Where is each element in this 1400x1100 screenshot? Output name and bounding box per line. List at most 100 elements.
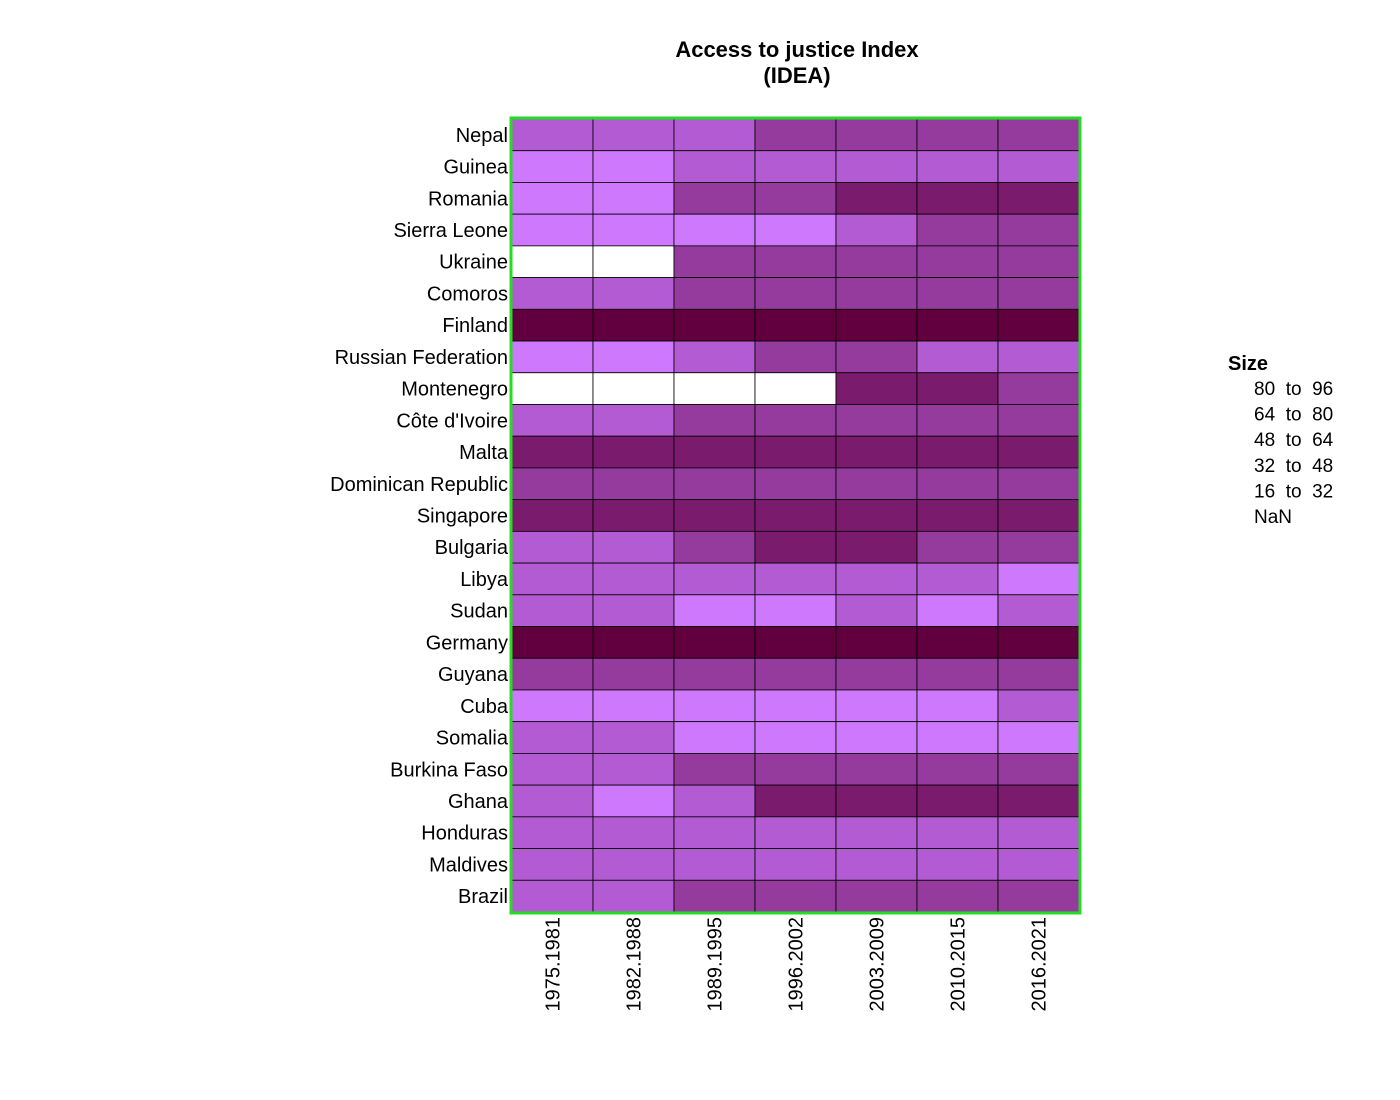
heatmap-cell-russian-federation-1975-1981 xyxy=(511,340,594,374)
heatmap-cell-bulgaria-2010-2015 xyxy=(916,530,999,564)
heatmap-cell-cuba-2016-2021 xyxy=(997,689,1080,723)
heatmap-cell-romania-1996-2002 xyxy=(754,182,837,215)
row-label-comoros: Comoros xyxy=(427,283,508,305)
row-label-libya: Libya xyxy=(460,569,509,591)
heatmap-cell-sudan-1975-1981 xyxy=(511,594,594,627)
heatmap-cell-nepal-1982-1988 xyxy=(592,118,675,152)
legend: Size 80 to 96 64 to 80 48 to 64 32 to 48 16 … xyxy=(1228,353,1334,528)
heatmap-cell-ghana-2003-2009 xyxy=(835,784,918,818)
heatmap-cell-maldives-1982-1988 xyxy=(592,848,675,881)
heatmap-cell-ghana-1975-1981 xyxy=(511,784,594,818)
heatmap-cell-honduras-1989-1995 xyxy=(673,816,756,849)
row-labels: Nepal Guinea Romania Sierra Leone Ukraine Com… xyxy=(330,125,509,908)
heatmap-cell-cote-d-ivoire-1982-1988 xyxy=(592,404,675,437)
heatmap-cell-malta-1989-1995 xyxy=(673,435,756,469)
heatmap-cell-guinea-1982-1988 xyxy=(592,150,675,183)
heatmap-cell-brazil-2003-2009 xyxy=(835,879,918,913)
heatmap-cell-nepal-2016-2021 xyxy=(997,118,1080,152)
heatmap-cell-sierra-leone-2010-2015 xyxy=(916,213,999,247)
row-label-russian-federation: Russian Federation xyxy=(335,347,508,369)
heatmap-cell-guinea-1996-2002 xyxy=(754,150,837,183)
heatmap-cell-germany-1989-1995 xyxy=(673,626,756,659)
heatmap-cell-sudan-1996-2002 xyxy=(754,594,837,627)
heatmap-cell-montenegro-1989-1995 xyxy=(673,372,756,405)
heatmap-cell-cuba-1982-1988 xyxy=(592,689,675,723)
row-label-somalia: Somalia xyxy=(436,728,509,750)
heatmap-cell-libya-1982-1988 xyxy=(592,562,675,596)
heatmap-cell-cuba-2010-2015 xyxy=(916,689,999,723)
heatmap-cell-sierra-leone-1982-1988 xyxy=(592,213,675,247)
heatmap-cell-comoros-1982-1988 xyxy=(592,277,675,310)
heatmap-cell-bulgaria-1982-1988 xyxy=(592,530,675,564)
heatmap-cell-romania-2003-2009 xyxy=(835,182,918,215)
heatmap-cell-sudan-1982-1988 xyxy=(592,594,675,627)
heatmap-cell-brazil-2010-2015 xyxy=(916,879,999,913)
legend-item-16-to-32: 16 to 32 xyxy=(1254,481,1333,502)
heatmap-cell-guinea-2016-2021 xyxy=(997,150,1080,183)
heatmap-cell-finland-1975-1981 xyxy=(511,308,594,342)
heatmap-cell-bulgaria-2016-2021 xyxy=(997,530,1080,564)
heatmap-cell-singapore-2016-2021 xyxy=(997,499,1080,532)
legend-item-64-to-80: 64 to 80 xyxy=(1254,405,1333,426)
heatmap-cell-malta-2010-2015 xyxy=(916,435,999,469)
heatmap-cell-somalia-2010-2015 xyxy=(916,721,999,754)
heatmap-cell-somalia-2016-2021 xyxy=(997,721,1080,754)
heatmap-cell-burkina-faso-2016-2021 xyxy=(997,753,1080,786)
heatmap-cell-somalia-1989-1995 xyxy=(673,721,756,754)
heatmap-cell-montenegro-2010-2015 xyxy=(916,372,999,405)
heatmap-cell-sudan-2003-2009 xyxy=(835,594,918,627)
heatmap-cell-ukraine-2003-2009 xyxy=(835,245,918,279)
heatmap-cell-cote-d-ivoire-1996-2002 xyxy=(754,404,837,437)
heatmap-cell-brazil-1989-1995 xyxy=(673,879,756,913)
row-label-brazil: Brazil xyxy=(458,886,508,908)
heatmap-cell-ghana-1989-1995 xyxy=(673,784,756,818)
heatmap-cell-cuba-1989-1995 xyxy=(673,689,756,723)
heatmap-cell-germany-1996-2002 xyxy=(754,626,837,659)
column-label-1982-1988: 1982.1988 xyxy=(624,917,646,1012)
heatmap-cell-ghana-2016-2021 xyxy=(997,784,1080,818)
heatmap-cell-cuba-1975-1981 xyxy=(511,689,594,723)
heatmap-cell-sierra-leone-1989-1995 xyxy=(673,213,756,247)
heatmap-cell-guyana-1989-1995 xyxy=(673,657,756,691)
heatmap-cell-guyana-1996-2002 xyxy=(754,657,837,691)
heatmap-cell-montenegro-1982-1988 xyxy=(592,372,675,405)
heatmap-cell-sierra-leone-2003-2009 xyxy=(835,213,918,247)
row-label-ghana: Ghana xyxy=(448,791,509,813)
heatmap-cell-singapore-1996-2002 xyxy=(754,499,837,532)
heatmap-cell-singapore-2003-2009 xyxy=(835,499,918,532)
column-label-1996-2002: 1996.2002 xyxy=(786,917,808,1012)
heatmap-cell-maldives-1989-1995 xyxy=(673,848,756,881)
heatmap-cell-comoros-2010-2015 xyxy=(916,277,999,310)
heatmap-cell-montenegro-1996-2002 xyxy=(754,372,837,405)
heatmap-cell-honduras-2010-2015 xyxy=(916,816,999,849)
column-labels: 1975.1981 1982.1988 1989.1995 1996.2002 2003… xyxy=(543,917,1051,1012)
heatmap-cell-guinea-2003-2009 xyxy=(835,150,918,183)
heatmap-cell-nepal-2003-2009 xyxy=(835,118,918,152)
row-label-finland: Finland xyxy=(442,315,508,337)
row-label-guinea: Guinea xyxy=(444,157,509,179)
heatmap-cell-maldives-1996-2002 xyxy=(754,848,837,881)
heatmap-cell-malta-2003-2009 xyxy=(835,435,918,469)
heatmap-cell-finland-2010-2015 xyxy=(916,308,999,342)
heatmap-cell-dominican-republic-1982-1988 xyxy=(592,467,675,501)
legend-title: Size xyxy=(1228,353,1268,375)
heatmap-cell-comoros-1989-1995 xyxy=(673,277,756,310)
heatmap-cells xyxy=(511,118,1080,913)
heatmap-cell-romania-1989-1995 xyxy=(673,182,756,215)
heatmap-cell-burkina-faso-1989-1995 xyxy=(673,753,756,786)
heatmap-cell-guyana-1982-1988 xyxy=(592,657,675,691)
heatmap-cell-ukraine-2010-2015 xyxy=(916,245,999,279)
heatmap-cell-brazil-2016-2021 xyxy=(997,879,1080,913)
row-label-guyana: Guyana xyxy=(438,664,509,686)
heatmap-cell-honduras-1996-2002 xyxy=(754,816,837,849)
legend-item-32-to-48: 32 to 48 xyxy=(1254,456,1333,477)
legend-item-48-to-64: 48 to 64 xyxy=(1254,430,1334,451)
row-label-ukraine: Ukraine xyxy=(439,252,508,274)
heatmap-cell-malta-1996-2002 xyxy=(754,435,837,469)
heatmap-cell-germany-1975-1981 xyxy=(511,626,594,659)
heatmap-cell-nepal-2010-2015 xyxy=(916,118,999,152)
heatmap-cell-nepal-1989-1995 xyxy=(673,118,756,152)
row-label-singapore: Singapore xyxy=(417,506,508,528)
heatmap-cell-bulgaria-1996-2002 xyxy=(754,530,837,564)
heatmap-cell-libya-2003-2009 xyxy=(835,562,918,596)
